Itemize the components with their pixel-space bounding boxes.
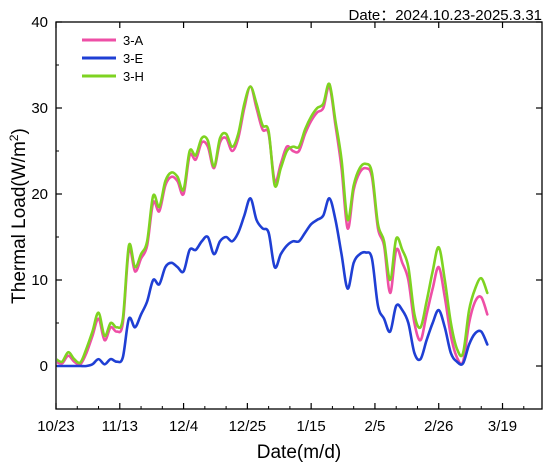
- x-tick-label: 12/25: [229, 418, 267, 435]
- y-axis-title: Thermal Load(W/m2): [7, 128, 30, 304]
- x-tick-label: 10/23: [37, 418, 75, 435]
- series-line-3-E: [57, 196, 489, 368]
- legend-label-3-A: 3-A: [123, 33, 144, 48]
- y-axis-title-main: Thermal Load(W/m: [9, 141, 30, 304]
- plot-frame: [55, 21, 543, 410]
- x-tick-label: 3/19: [488, 418, 517, 435]
- x-tick-label: 11/13: [102, 418, 138, 435]
- legend-label-3-H: 3-H: [123, 69, 144, 84]
- y-tick-label: 10: [31, 272, 48, 289]
- y-axis-title-close: ): [9, 128, 30, 134]
- y-tick-label: 0: [40, 358, 48, 375]
- y-axis-title-sup: 2: [7, 134, 21, 141]
- x-tick-label: 2/5: [365, 418, 386, 435]
- series-layer: [57, 82, 489, 368]
- x-tick-label: 12/4: [169, 418, 198, 435]
- x-axis: 10/23 11/13 12/4 12/25 1/15 2/5 2/26 3/19: [37, 22, 525, 435]
- x-tick-label: 1/15: [297, 418, 326, 435]
- legend-label-3-E: 3-E: [123, 51, 144, 66]
- x-tick-label: 2/26: [424, 418, 453, 435]
- y-axis: 0 10 20 30 40: [31, 14, 542, 410]
- x-axis-title: Date(m/d): [257, 442, 341, 463]
- y-tick-label: 30: [31, 100, 48, 117]
- date-range-label: Date：2024.10.23-2025.3.31: [349, 7, 542, 24]
- series-line-3-H: [57, 82, 489, 365]
- y-tick-label: 20: [31, 186, 48, 203]
- legend: 3-A 3-E 3-H: [82, 33, 144, 84]
- y-tick-label: 40: [31, 14, 48, 31]
